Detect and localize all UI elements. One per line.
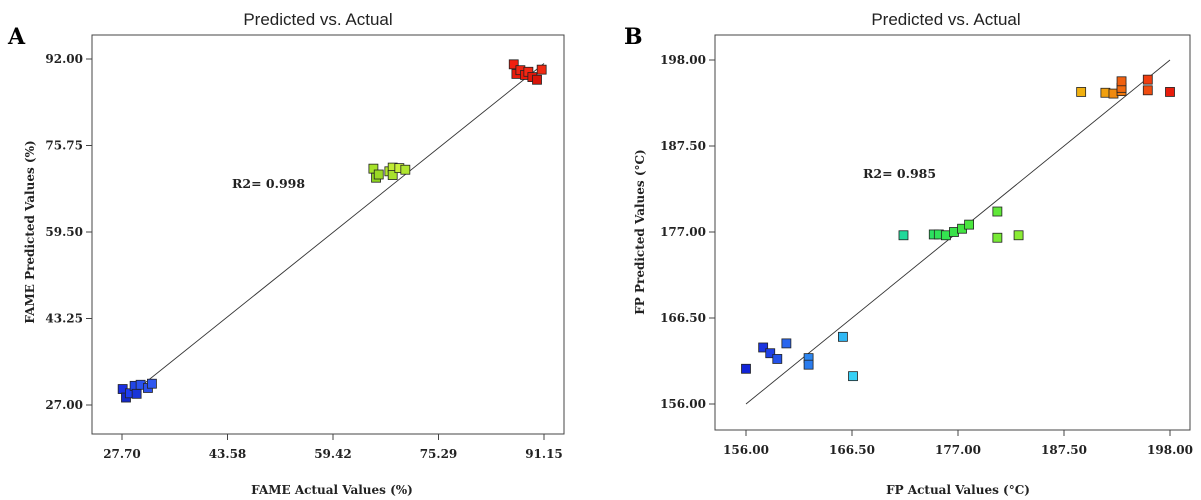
- data-point: [765, 348, 776, 359]
- x-tick-label: 187.50: [1041, 443, 1087, 457]
- data-point: [940, 230, 951, 241]
- data-point: [758, 342, 769, 353]
- data-point: [949, 227, 959, 237]
- x-axis-label-a: FAME Actual Values (%): [251, 483, 413, 497]
- y-tick-label: 43.25: [45, 312, 83, 326]
- x-tick-label: 59.42: [314, 447, 352, 461]
- data-point: [838, 331, 848, 342]
- y-tick-label: 187.50: [660, 139, 706, 153]
- panel-letter-a: A: [7, 24, 26, 50]
- data-point: [992, 232, 1003, 243]
- data-point: [992, 206, 1003, 217]
- data-point: [532, 74, 542, 85]
- data-point: [803, 359, 814, 370]
- r2-annotation-a: R2= 0.998: [232, 176, 305, 191]
- data-points-b: [741, 74, 1175, 382]
- y-tick-label: 27.00: [45, 398, 83, 412]
- y-tick-labels-a: 27.00 43.25 59.50 75.75 92.00: [45, 52, 92, 412]
- data-point: [373, 169, 384, 180]
- y-tick-labels-b: 156.00 166.50 177.00 187.50 198.00: [660, 53, 715, 411]
- y-tick-label: 198.00: [660, 53, 706, 67]
- y-tick-label: 59.50: [45, 225, 83, 239]
- x-tick-label: 177.00: [935, 443, 981, 457]
- x-axis-label-b: FP Actual Values (°C): [886, 483, 1030, 497]
- data-point: [536, 64, 547, 75]
- data-point: [147, 378, 157, 389]
- y-tick-label: 75.75: [45, 139, 83, 153]
- data-point: [1165, 87, 1175, 97]
- data-point: [1076, 87, 1087, 97]
- x-tick-labels-a: 27.70 43.58 59.42 75.29 91.15: [103, 434, 563, 461]
- data-point: [1142, 85, 1153, 96]
- r2-annotation-b: R2= 0.985: [863, 166, 936, 181]
- fit-line-a: [121, 63, 545, 402]
- data-point: [898, 230, 909, 241]
- chart-title-b: Predicted vs. Actual: [871, 10, 1020, 29]
- data-point: [400, 164, 411, 175]
- data-point: [1108, 88, 1119, 99]
- data-point: [131, 388, 142, 399]
- data-points-a: [117, 59, 547, 403]
- x-tick-label: 166.50: [829, 443, 875, 457]
- y-axis-label-b: FP Predicted Values (°C): [633, 149, 647, 314]
- data-point: [741, 363, 751, 374]
- data-point: [964, 219, 975, 230]
- y-tick-label: 177.00: [660, 225, 706, 239]
- x-tick-label: 91.15: [525, 447, 563, 461]
- data-point: [508, 59, 519, 70]
- data-point: [848, 371, 858, 382]
- y-tick-label: 166.50: [660, 311, 706, 325]
- chart-title-a: Predicted vs. Actual: [243, 10, 392, 29]
- chart-panel-b: B Predicted vs. Actual FP Actual Values …: [624, 10, 1193, 497]
- x-tick-label: 156.00: [723, 443, 769, 457]
- data-point: [1116, 76, 1127, 87]
- data-point: [772, 354, 783, 364]
- x-tick-label: 75.29: [420, 447, 458, 461]
- y-tick-label: 156.00: [660, 397, 706, 411]
- x-tick-label: 27.70: [103, 447, 141, 461]
- data-point: [781, 338, 792, 349]
- plot-frame-a: [91, 34, 565, 435]
- fit-line: [121, 63, 545, 402]
- data-point: [387, 170, 398, 180]
- data-point: [1142, 74, 1153, 85]
- y-axis-label-a: FAME Predicted Values (%): [23, 140, 37, 323]
- panel-letter-b: B: [624, 24, 643, 50]
- y-tick-label: 92.00: [45, 52, 83, 66]
- data-point: [1013, 230, 1024, 241]
- data-point: [1100, 87, 1111, 98]
- x-tick-label: 198.00: [1147, 443, 1193, 457]
- chart-panel-a: A Predicted vs. Actual FAME Actual Value…: [7, 10, 565, 497]
- x-tick-label: 43.58: [209, 447, 247, 461]
- x-tick-labels-b: 156.00 166.50 177.00 187.50 198.00: [723, 430, 1193, 457]
